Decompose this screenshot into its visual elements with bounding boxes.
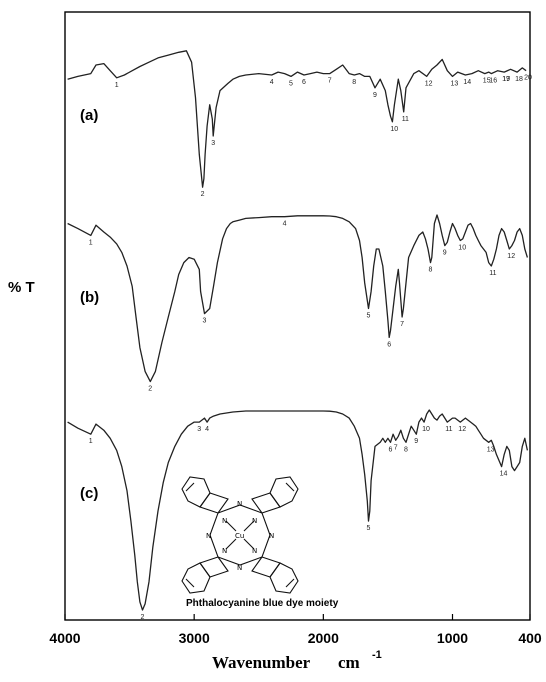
peak-label-b: 10: [458, 245, 466, 252]
peak-label-a: 11: [402, 116, 409, 123]
atom-n-bottom: N: [237, 564, 242, 572]
peak-label-a: 18: [515, 76, 523, 83]
peak-label-c: 5: [367, 525, 371, 532]
x-ticks-group: 4000 3000 2000 1000 400: [49, 614, 542, 646]
peak-label-b: 3: [203, 318, 207, 325]
panel-label-c: (c): [80, 485, 98, 502]
atom-n-left: N: [206, 532, 211, 540]
peak-label-a: 8: [352, 79, 356, 86]
panel-label-a: (a): [80, 107, 98, 124]
peak-label-a: 13: [451, 80, 459, 87]
peak-label-a: 2: [201, 191, 205, 198]
atom-cu-center: Cu: [235, 532, 244, 540]
atom-n-inner-tl: N: [222, 517, 227, 525]
peak-label-c: 14: [500, 471, 508, 478]
x-tick-label: 2000: [308, 630, 339, 646]
x-axis-title: Wavenumber: [212, 653, 311, 672]
panel-label-b: (b): [80, 289, 99, 306]
spectrum-line-b: [67, 214, 529, 383]
atom-n-inner-br: N: [252, 547, 257, 555]
peak-label-c: 4: [205, 426, 209, 433]
peak-label-c: 11: [445, 426, 452, 433]
peak-label-b: 12: [507, 253, 515, 260]
peak-label-c: 7: [394, 444, 398, 451]
plot-frame: [64, 11, 531, 621]
spectrum-line-c: [67, 409, 529, 611]
peak-label-c: 2: [141, 614, 145, 621]
peak-label-a: 3: [211, 140, 215, 147]
peak-label-a: 20: [524, 75, 532, 82]
x-tick-label: 400: [518, 630, 542, 646]
peak-label-b: 4: [283, 221, 287, 228]
x-tick-label: 3000: [179, 630, 210, 646]
peak-label-c: 3: [197, 426, 201, 433]
atom-n-top: N: [237, 500, 242, 508]
peak-label-b: 6: [387, 341, 391, 348]
phthalocyanine-structure-drawing: [181, 476, 299, 594]
peak-label-b: 1: [89, 239, 93, 246]
peak-label-a: 7: [328, 78, 332, 85]
peak-label-a: 4: [270, 79, 274, 86]
peak-label-c: 6: [389, 446, 393, 453]
inset-caption: Phthalocyanine blue dye moiety: [186, 598, 339, 609]
spectrum-line-a: [67, 50, 527, 188]
spectra-series-group: [67, 50, 529, 611]
peak-label-c: 12: [458, 426, 466, 433]
peak-label-a: 17: [502, 76, 510, 83]
peak-label-c: 8: [404, 446, 408, 453]
peak-label-a: 12: [425, 80, 433, 87]
peak-label-b: 2: [148, 386, 152, 393]
peak-label-c: 13: [487, 446, 495, 453]
peak-label-b: 8: [429, 267, 433, 274]
peak-label-b: 7: [400, 321, 404, 328]
peak-label-a: 19: [502, 76, 510, 83]
peak-label-a: 15: [483, 78, 491, 85]
atom-n-right: N: [269, 532, 274, 540]
peak-label-b: 9: [443, 250, 447, 257]
atom-n-inner-bl: N: [222, 547, 227, 555]
y-axis-label: % T: [8, 279, 35, 296]
peak-label-a: 9: [373, 92, 377, 99]
peak-label-a: 6: [302, 79, 306, 86]
peak-label-a: 14: [463, 79, 471, 86]
peak-label-b: 5: [367, 313, 371, 320]
peak-label-a: 10: [390, 126, 398, 133]
peak-label-c: 1: [89, 438, 93, 445]
peak-label-b: 11: [489, 270, 496, 277]
peak-label-a: 1: [115, 82, 119, 89]
peak-label-c: 9: [414, 438, 418, 445]
x-axis-unit: cm: [338, 653, 360, 672]
x-axis-unit-exponent: -1: [372, 649, 382, 661]
x-tick-label: 1000: [437, 630, 468, 646]
peak-label-c: 10: [422, 426, 430, 433]
atom-n-inner-tr: N: [252, 517, 257, 525]
x-tick-label: 4000: [49, 630, 80, 646]
peak-label-a: 5: [289, 80, 293, 87]
peak-label-a: 16: [489, 78, 497, 85]
